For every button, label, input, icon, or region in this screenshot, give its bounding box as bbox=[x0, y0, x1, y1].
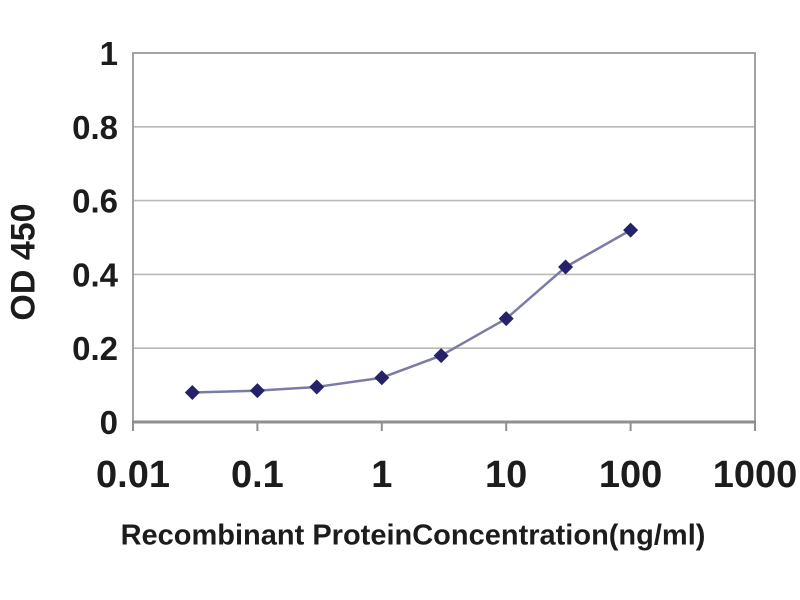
x-tick-label: 0.1 bbox=[231, 454, 284, 496]
x-tick-label: 100 bbox=[599, 454, 662, 496]
y-tick-label: 0.4 bbox=[72, 256, 119, 293]
y-tick-label: 0.8 bbox=[72, 109, 118, 146]
data-point-marker bbox=[433, 348, 449, 364]
data-point-marker bbox=[184, 384, 200, 400]
y-tick-label: 0.6 bbox=[72, 183, 118, 220]
x-tick-label: 0.01 bbox=[96, 454, 170, 496]
data-point-marker bbox=[309, 379, 325, 395]
x-tick-label: 1 bbox=[371, 454, 392, 496]
data-point-marker bbox=[498, 311, 514, 327]
y-tick-label: 0.2 bbox=[72, 330, 118, 367]
x-tick-label: 10 bbox=[485, 454, 527, 496]
data-point-marker bbox=[374, 370, 390, 386]
plot-border bbox=[132, 52, 756, 423]
y-axis-title: OD 450 bbox=[4, 203, 43, 321]
y-tick-label: 0 bbox=[100, 404, 118, 441]
data-point-marker bbox=[623, 222, 639, 238]
data-point-marker bbox=[249, 383, 265, 399]
x-axis-title: Recombinant ProteinConcentration(ng/ml) bbox=[120, 519, 706, 552]
series-line bbox=[191, 228, 632, 394]
x-tick-label: 1000 bbox=[713, 454, 798, 496]
data-point-marker bbox=[558, 259, 574, 275]
y-tick-label: 1 bbox=[100, 35, 118, 72]
